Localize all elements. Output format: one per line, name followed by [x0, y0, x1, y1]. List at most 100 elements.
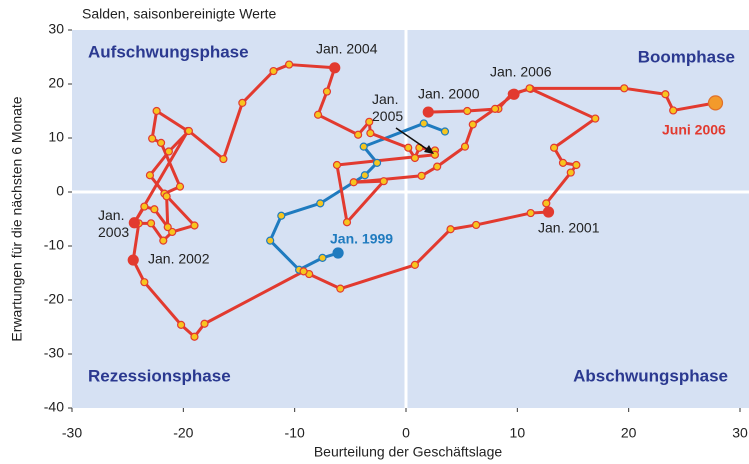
data-point: [417, 171, 426, 180]
data-point: [175, 182, 185, 191]
annotation: Jan. 1999: [330, 231, 393, 247]
annotation: Juni 2006: [662, 122, 726, 138]
data-point: [190, 221, 199, 230]
data-point: [128, 217, 140, 229]
data-point: [313, 110, 323, 119]
data-point: [316, 199, 325, 208]
x-tick-label: 20: [621, 425, 637, 441]
data-point: [336, 284, 345, 293]
data-point: [277, 211, 286, 220]
chart-title: Salden, saisonbereinigte Werte: [82, 6, 277, 22]
data-point: [558, 158, 568, 167]
data-point: [329, 62, 341, 74]
data-point: [238, 98, 247, 108]
data-point: [422, 106, 434, 118]
y-tick-label: 20: [48, 75, 64, 91]
data-point: [152, 106, 161, 116]
data-point: [145, 171, 155, 180]
annotation: Jan. 2004: [316, 41, 378, 57]
data-point: [164, 147, 173, 156]
annotation: Jan. 2000: [418, 86, 480, 102]
data-point: [404, 143, 413, 152]
data-point: [177, 320, 186, 329]
data-point: [299, 267, 308, 276]
y-tick-label: 10: [48, 129, 64, 145]
data-point: [140, 202, 149, 211]
data-point: [440, 127, 450, 136]
annotation: Abschwungsphase: [573, 366, 728, 385]
data-point: [360, 171, 369, 180]
annotation: Jan. 2006: [490, 64, 552, 80]
data-point: [572, 160, 581, 170]
data-point: [148, 134, 157, 143]
annotation: Jan. 2002: [148, 251, 210, 267]
data-point: [460, 142, 470, 151]
x-tick-label: 10: [510, 425, 526, 441]
y-tick-label: -20: [44, 291, 64, 307]
annotation-arrowhead: [424, 145, 434, 154]
data-point: [468, 120, 477, 129]
data-point: [419, 119, 428, 128]
data-point: [318, 253, 327, 262]
data-point: [410, 260, 420, 269]
data-point: [359, 142, 368, 151]
data-point: [433, 162, 442, 171]
data-point: [472, 220, 481, 230]
x-tick-label: 30: [732, 425, 748, 441]
data-point: [591, 114, 600, 123]
x-tick-label: -10: [285, 425, 305, 441]
y-tick-label: 30: [48, 21, 64, 37]
annotation: Jan. 2003: [98, 207, 129, 240]
data-point: [156, 138, 166, 147]
data-point: [322, 87, 332, 96]
annotation: Rezessionsphase: [88, 366, 231, 385]
data-point: [366, 129, 375, 138]
y-tick-label: 0: [56, 183, 64, 199]
data-point: [525, 84, 534, 93]
annotation: Jan. 2001: [538, 220, 600, 236]
annotation: Jan. 2005: [372, 91, 403, 124]
data-point: [542, 199, 551, 208]
data-point: [620, 84, 629, 93]
data-point: [184, 126, 193, 136]
data-point: [365, 117, 374, 126]
x-tick-label: -30: [62, 425, 82, 441]
data-point: [150, 205, 159, 214]
data-point: [190, 332, 199, 341]
data-point: [669, 106, 678, 115]
data-point: [526, 208, 535, 218]
data-point: [285, 60, 294, 69]
data-point: [372, 158, 382, 167]
data-point: [140, 278, 149, 287]
x-tick-label: 0: [402, 425, 410, 441]
data-point: [162, 192, 171, 201]
data-point: [566, 168, 575, 177]
data-point: [163, 223, 172, 232]
y-tick-label: -30: [44, 345, 64, 361]
data-point: [354, 130, 363, 139]
data-point: [490, 104, 500, 113]
data-point: [219, 154, 228, 164]
annotation-arrow: [395, 127, 432, 153]
data-point: [269, 66, 278, 76]
data-point: [661, 90, 670, 99]
plot-area: [72, 30, 749, 408]
y-tick-label: -40: [44, 399, 64, 415]
x-tick-label: -20: [173, 425, 193, 441]
data-point: [379, 177, 388, 186]
data-point: [332, 247, 344, 259]
data-point: [266, 236, 275, 245]
x-axis-label: Beurteilung der Geschäftslage: [314, 444, 503, 460]
data-point: [332, 160, 342, 170]
data-point: [342, 218, 352, 227]
data-point: [200, 319, 209, 328]
data-point: [146, 219, 156, 228]
y-axis-label: Erwartungen für die nächsten 6 Monate: [9, 96, 25, 341]
data-point: [410, 153, 420, 163]
annotation: Boomphase: [638, 47, 735, 66]
data-point: [508, 88, 520, 100]
data-point: [446, 225, 455, 234]
y-tick-label: -10: [44, 237, 64, 253]
data-point: [542, 206, 555, 218]
